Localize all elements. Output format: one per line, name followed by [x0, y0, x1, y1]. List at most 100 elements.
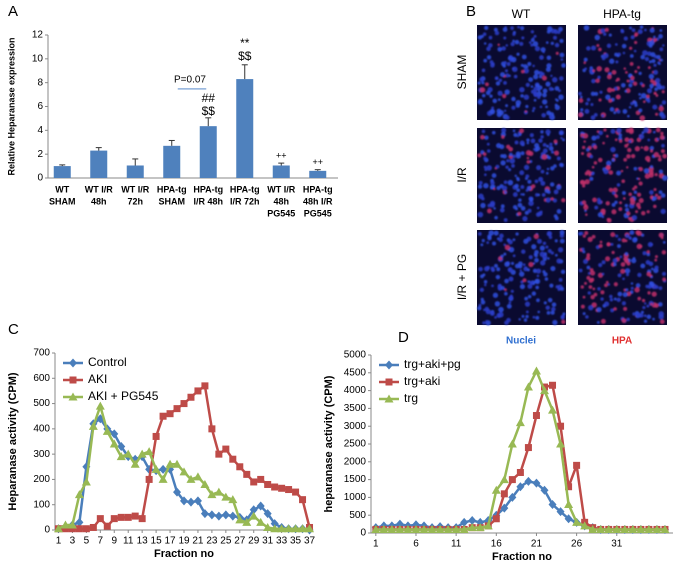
- cell: [603, 52, 609, 59]
- cell: [652, 196, 657, 201]
- cell: [505, 73, 510, 78]
- cell: [562, 312, 566, 316]
- cell: [491, 106, 495, 110]
- cell: [535, 193, 539, 197]
- cell: [536, 298, 540, 303]
- cell: [485, 320, 488, 323]
- cell: [624, 203, 629, 208]
- cell: [625, 71, 628, 74]
- cell: [590, 115, 596, 120]
- cell: [560, 269, 566, 274]
- cell: [503, 109, 507, 113]
- cell: [649, 165, 654, 169]
- cell: [596, 66, 602, 72]
- cell: [496, 313, 502, 318]
- x-tick-label: 29: [248, 536, 260, 547]
- legend-marker: [385, 360, 393, 370]
- cell: [580, 285, 584, 289]
- marker: [89, 523, 97, 531]
- cell: [503, 61, 507, 65]
- cell: [520, 185, 525, 189]
- cell: [521, 54, 527, 60]
- cell: [610, 128, 616, 134]
- cell: [590, 294, 595, 300]
- cell: [560, 58, 564, 61]
- cell: [586, 265, 591, 270]
- marker: [459, 524, 469, 533]
- x-tick-label: WT: [55, 184, 69, 194]
- x-tick-label: 48h: [91, 196, 107, 206]
- cell: [498, 283, 502, 288]
- cell: [606, 165, 611, 170]
- y-tick-label: 400: [33, 423, 50, 434]
- cell: [526, 138, 530, 142]
- cell: [526, 141, 530, 145]
- cell: [606, 87, 613, 93]
- marker: [277, 524, 287, 533]
- marker: [124, 513, 132, 521]
- cell: [598, 130, 604, 136]
- y-tick-label: 8: [37, 77, 43, 88]
- cell: [537, 310, 541, 314]
- cell: [590, 91, 596, 97]
- cell: [515, 207, 518, 211]
- cell: [479, 77, 484, 82]
- x-tick-label: PG545: [267, 208, 295, 218]
- marker: [483, 521, 493, 530]
- cell: [633, 166, 638, 171]
- cell: [485, 90, 491, 96]
- cell: [523, 67, 530, 74]
- cell: [511, 96, 516, 102]
- cell: [638, 93, 641, 96]
- cell: [558, 277, 563, 282]
- cell: [587, 236, 593, 242]
- cell: [601, 272, 605, 276]
- cell: [640, 310, 644, 314]
- cell: [619, 201, 623, 205]
- cell: [525, 314, 529, 319]
- cell: [546, 63, 552, 69]
- cell: [553, 139, 558, 144]
- marker: [515, 418, 525, 427]
- cell: [650, 267, 654, 271]
- micrograph: [578, 127, 668, 223]
- cell: [585, 315, 589, 319]
- cell: [660, 58, 663, 62]
- cell: [520, 206, 526, 211]
- marker: [201, 382, 209, 390]
- cell: [649, 149, 654, 153]
- cell: [633, 190, 638, 194]
- cell: [510, 261, 515, 265]
- cell: [521, 314, 525, 318]
- cell: [534, 250, 539, 255]
- cell: [542, 270, 546, 274]
- marker: [200, 509, 209, 519]
- panel-label: A: [8, 3, 18, 20]
- cell: [605, 94, 611, 100]
- row-label: I/R: [455, 167, 469, 183]
- cell: [638, 108, 643, 113]
- cell: [483, 42, 487, 45]
- cell: [542, 88, 548, 94]
- cell: [585, 213, 588, 216]
- cell: [622, 277, 625, 281]
- cell: [591, 135, 597, 141]
- cell: [562, 138, 565, 142]
- marker: [53, 524, 63, 533]
- cell: [515, 99, 522, 106]
- cell: [614, 43, 618, 46]
- cell: [541, 193, 546, 197]
- cell: [604, 301, 610, 307]
- cell: [609, 294, 613, 299]
- annotation: ++: [312, 157, 323, 167]
- cell: [519, 140, 525, 146]
- cell: [512, 238, 516, 242]
- cell: [654, 173, 658, 177]
- cell: [650, 243, 654, 246]
- series-line: [375, 368, 665, 531]
- x-tick-label: 11: [451, 539, 462, 550]
- cell: [646, 158, 651, 163]
- marker: [298, 524, 308, 533]
- cell: [557, 247, 564, 253]
- cell: [486, 208, 492, 214]
